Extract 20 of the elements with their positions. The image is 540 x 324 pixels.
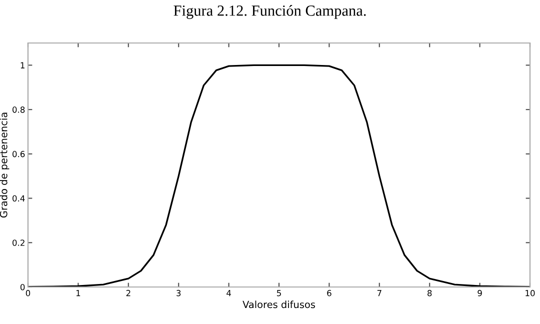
x-tick-label: 4: [226, 290, 231, 296]
y-tick-label: 0.4: [12, 195, 25, 202]
x-tick-label: 6: [327, 290, 332, 296]
chart-title: Figura 2.12. Función Campana.: [174, 5, 366, 19]
y-axis-title: Grado de pertenencia: [0, 112, 10, 218]
x-tick-label: 8: [428, 290, 432, 296]
x-tick-label: 10: [526, 290, 535, 296]
x-tick-label: 9: [478, 290, 482, 296]
x-tick-label: 5: [276, 290, 281, 296]
y-tick-label: 0: [20, 284, 25, 290]
y-tick-label: 0.2: [12, 240, 24, 246]
x-tick-label: 7: [377, 290, 382, 296]
y-tick-label: 1: [20, 62, 24, 68]
x-tick-label: 2: [126, 290, 130, 296]
x-tick-label: 3: [176, 290, 181, 296]
x-axis-title: Valores difusos: [242, 300, 316, 308]
x-tick-label: 0: [26, 290, 30, 296]
y-tick-label: 0.8: [12, 106, 25, 113]
y-tick-label: 0.6: [12, 150, 25, 158]
x-tick-label: 1: [76, 290, 80, 296]
